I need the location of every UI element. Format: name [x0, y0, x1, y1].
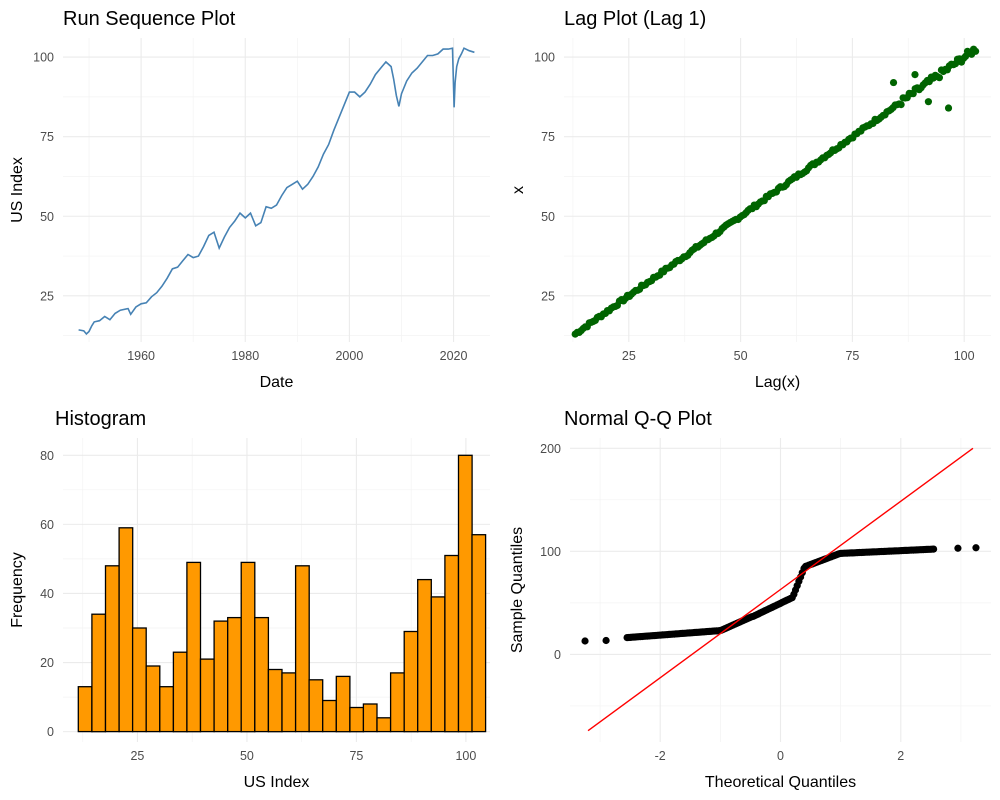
qq-point	[930, 545, 938, 553]
plot-title: Normal Q-Q Plot	[564, 408, 712, 430]
y-tick-label: 25	[541, 289, 555, 303]
histogram-bar	[145, 665, 161, 733]
x-tick-label: 1980	[231, 349, 259, 363]
y-tick-label: 200	[540, 442, 561, 456]
histogram-bar	[417, 578, 432, 733]
y-axis-title: Sample Quantiles	[509, 527, 526, 653]
plot-title: Histogram	[55, 408, 146, 430]
y-tick-label: 0	[554, 648, 561, 662]
plot-title: Run Sequence Plot	[63, 8, 236, 30]
histogram-bar	[471, 534, 487, 733]
x-tick-label: 2020	[440, 349, 468, 363]
x-axis-title: Theoretical Quantiles	[705, 774, 856, 791]
qq-reference-line	[587, 447, 974, 732]
histogram-bar	[403, 630, 419, 733]
y-tick-label: 60	[40, 518, 54, 532]
y-tick-label: 75	[541, 130, 555, 144]
panel-2: 25 50 75 100 25 50 75 100 Lag Plot (Lag 1) Lag(x)…	[510, 8, 991, 391]
x-tick-label: -2	[655, 749, 666, 763]
y-tick-label: 20	[40, 656, 54, 670]
histogram-bar	[186, 561, 202, 733]
data-marks	[581, 447, 980, 732]
histogram-bar	[240, 561, 256, 733]
x-tick-label: 0	[777, 749, 784, 763]
histogram-bar	[254, 616, 270, 733]
lag-outlier-point	[911, 71, 919, 79]
y-tick-label: 50	[541, 210, 555, 224]
x-tick-label: 2	[897, 749, 904, 763]
histogram-bar	[335, 675, 351, 733]
qq-tail-point	[581, 637, 589, 645]
panel-3: 25 50 75 100 0 20 40 60 80 Histogram US Index Frequ…	[9, 408, 490, 791]
histogram-bar	[118, 527, 134, 733]
lag-point	[972, 47, 980, 55]
histogram-bar	[430, 596, 446, 733]
lag-point	[935, 74, 944, 82]
data-marks	[78, 47, 475, 336]
x-tick-label: 50	[734, 349, 748, 363]
y-tick-label: 40	[40, 587, 54, 601]
lag-outlier-point	[944, 104, 953, 112]
gridlines	[564, 38, 991, 342]
lag-point	[897, 101, 905, 109]
gridlines	[63, 38, 490, 342]
histogram-bar	[308, 679, 324, 733]
qq-tail-point	[972, 544, 980, 552]
x-tick-label: 1960	[127, 349, 155, 363]
y-tick-label: 50	[40, 210, 54, 224]
y-tick-label: 100	[33, 51, 54, 65]
qq-tail-point	[954, 544, 962, 552]
x-axis-title: Lag(x)	[755, 374, 800, 391]
x-axis-title: US Index	[244, 774, 310, 791]
y-tick-label: 80	[40, 449, 54, 463]
x-tick-label: 50	[240, 749, 254, 763]
x-tick-label: 2000	[335, 349, 363, 363]
histogram-bar	[322, 699, 337, 733]
histogram-bar	[213, 620, 229, 733]
y-tick-label: 0	[47, 725, 54, 739]
y-tick-label: 100	[540, 545, 561, 559]
x-tick-label: 25	[622, 349, 636, 363]
histogram-bar	[159, 686, 175, 733]
series-line	[78, 47, 475, 336]
histogram-bar	[104, 565, 120, 733]
x-tick-label: 75	[845, 349, 859, 363]
lag-outlier-point	[924, 98, 933, 106]
data-marks	[571, 45, 980, 338]
histogram-bar	[227, 616, 242, 733]
histogram-bar	[131, 627, 147, 733]
histogram-bar	[362, 703, 378, 733]
histogram-bar	[91, 613, 107, 733]
x-tick-label: 75	[349, 749, 363, 763]
x-tick-label: 100	[455, 749, 476, 763]
y-tick-label: 25	[40, 289, 54, 303]
histogram-bar	[389, 672, 405, 733]
histogram-bar	[199, 658, 215, 733]
histogram-bar	[376, 717, 392, 733]
x-axis-title: Date	[260, 374, 294, 391]
x-tick-label: 25	[130, 749, 144, 763]
histogram-bar	[294, 565, 310, 733]
lag-outlier-point	[889, 78, 898, 87]
histogram-bar	[444, 554, 460, 733]
y-tick-label: 100	[534, 51, 555, 65]
y-tick-label: 75	[40, 130, 54, 144]
plot-title: Lag Plot (Lag 1)	[564, 8, 706, 30]
histogram-bar	[457, 454, 473, 733]
y-axis-title: x	[510, 186, 527, 194]
histogram-bar	[77, 686, 93, 733]
y-axis-title: Frequency	[9, 552, 26, 628]
histogram-bar	[349, 706, 365, 733]
qq-tail-point	[602, 636, 610, 645]
histogram-bar	[172, 651, 188, 733]
data-marks	[77, 454, 487, 733]
histogram-bar	[281, 672, 297, 733]
histogram-bar	[267, 668, 283, 733]
x-tick-label: 100	[954, 349, 975, 363]
y-axis-title: US Index	[9, 157, 26, 223]
panel-1: 1960 1980 2000 2020 25 50 75 100 Run Sequence Pl…	[9, 8, 490, 391]
